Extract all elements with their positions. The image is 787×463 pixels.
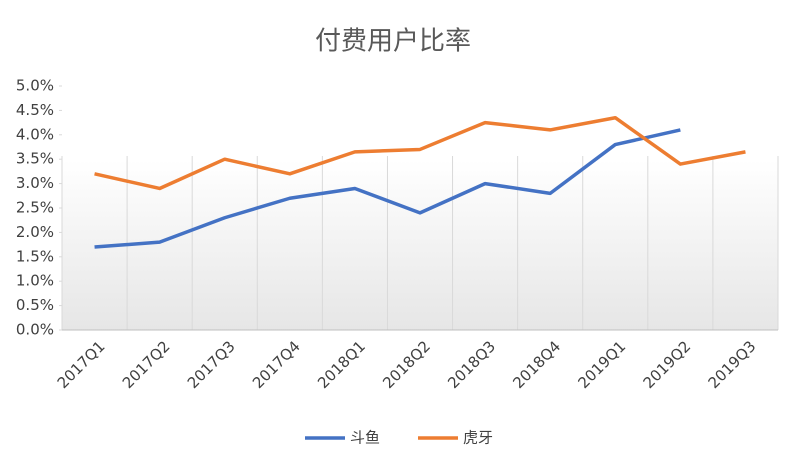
x-tick-label: 2018Q1 [314,337,369,392]
y-tick-label: 0.0% [16,321,54,339]
y-tick-label: 5.0% [16,77,54,95]
x-tick-label: 2019Q1 [574,337,629,392]
x-tick-label: 2017Q4 [249,337,304,392]
x-tick-label: 2018Q4 [509,337,564,392]
y-tick-label: 2.0% [16,223,54,241]
x-tick-label: 2018Q2 [379,337,434,392]
y-tick-label: 3.5% [16,150,54,168]
x-tick-label: 2017Q3 [184,337,239,392]
series-line [94,115,746,191]
chart-title: 付费用户比率 [315,27,471,57]
y-tick-label: 1.5% [16,247,54,265]
legend-label: 斗鱼 [350,429,380,447]
series-line [94,128,681,249]
y-tick-label: 2.5% [16,199,54,217]
y-tick-label: 0.5% [16,296,54,314]
x-tick-label: 2019Q3 [705,337,760,392]
y-tick-label: 3.0% [16,174,54,192]
x-tick-label: 2019Q2 [640,337,695,392]
x-tick-label: 2018Q3 [444,337,499,392]
legend-label: 虎牙 [463,429,493,447]
x-tick-label: 2017Q2 [119,337,174,392]
plot-shade [62,160,778,330]
x-tick-label: 2017Q1 [54,337,109,392]
y-tick-label: 1.0% [16,272,54,290]
y-tick-label: 4.0% [16,125,54,143]
y-tick-label: 4.5% [16,101,54,119]
